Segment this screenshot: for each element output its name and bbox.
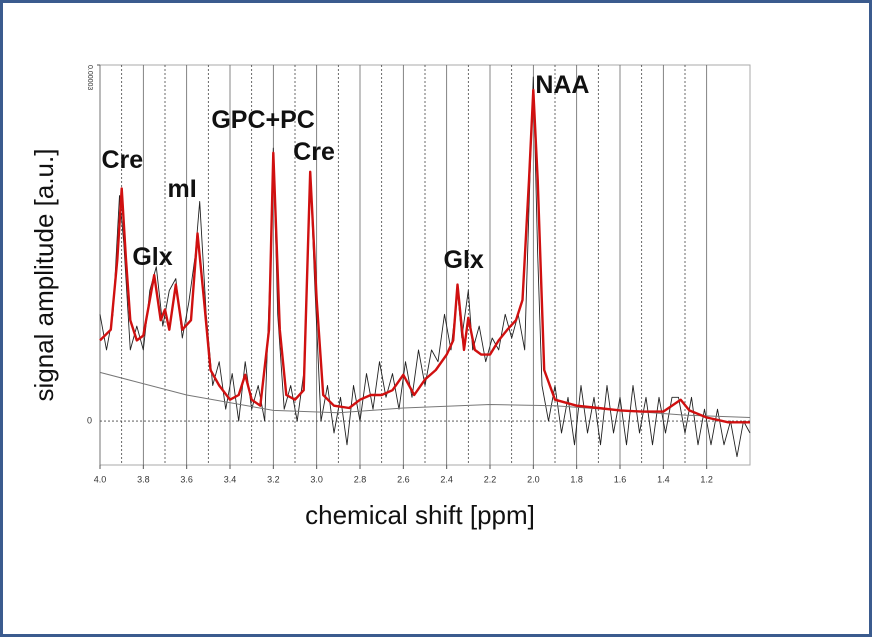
x-tick-label: 1.8 xyxy=(570,474,583,484)
x-tick-label: 3.6 xyxy=(180,474,193,484)
x-tick-label: 1.4 xyxy=(657,474,670,484)
x-tick-label: 2.8 xyxy=(354,474,367,484)
y-axis-label: signal amplitude [a.u.] xyxy=(29,149,59,402)
x-tick-label: 4.0 xyxy=(94,474,107,484)
x-tick-label: 2.4 xyxy=(440,474,453,484)
y-tick-label: 0 xyxy=(87,415,92,425)
x-tick-label: 3.0 xyxy=(310,474,323,484)
x-axis-label: chemical shift [ppm] xyxy=(305,500,535,530)
x-tick-label: 1.6 xyxy=(614,474,627,484)
x-tick-label: 2.2 xyxy=(484,474,497,484)
x-tick-label: 3.2 xyxy=(267,474,280,484)
y-tick-label: 0.00003 xyxy=(86,65,93,90)
x-tick-label: 2.6 xyxy=(397,474,410,484)
peak-label: Cre xyxy=(102,146,144,174)
peak-label: NAA xyxy=(535,71,589,99)
x-tick-label: 3.8 xyxy=(137,474,150,484)
peak-label: mI xyxy=(168,175,197,203)
peak-label: Glx xyxy=(444,246,484,274)
spectrum-line xyxy=(99,88,750,424)
x-tick-label: 1.2 xyxy=(700,474,713,484)
peak-label: Cre xyxy=(293,138,335,166)
x-tick-label: 3.4 xyxy=(224,474,237,484)
x-tick-label: 2.0 xyxy=(527,474,540,484)
peak-label: Glx xyxy=(132,243,172,271)
peak-label: GPC+PC xyxy=(211,106,315,134)
